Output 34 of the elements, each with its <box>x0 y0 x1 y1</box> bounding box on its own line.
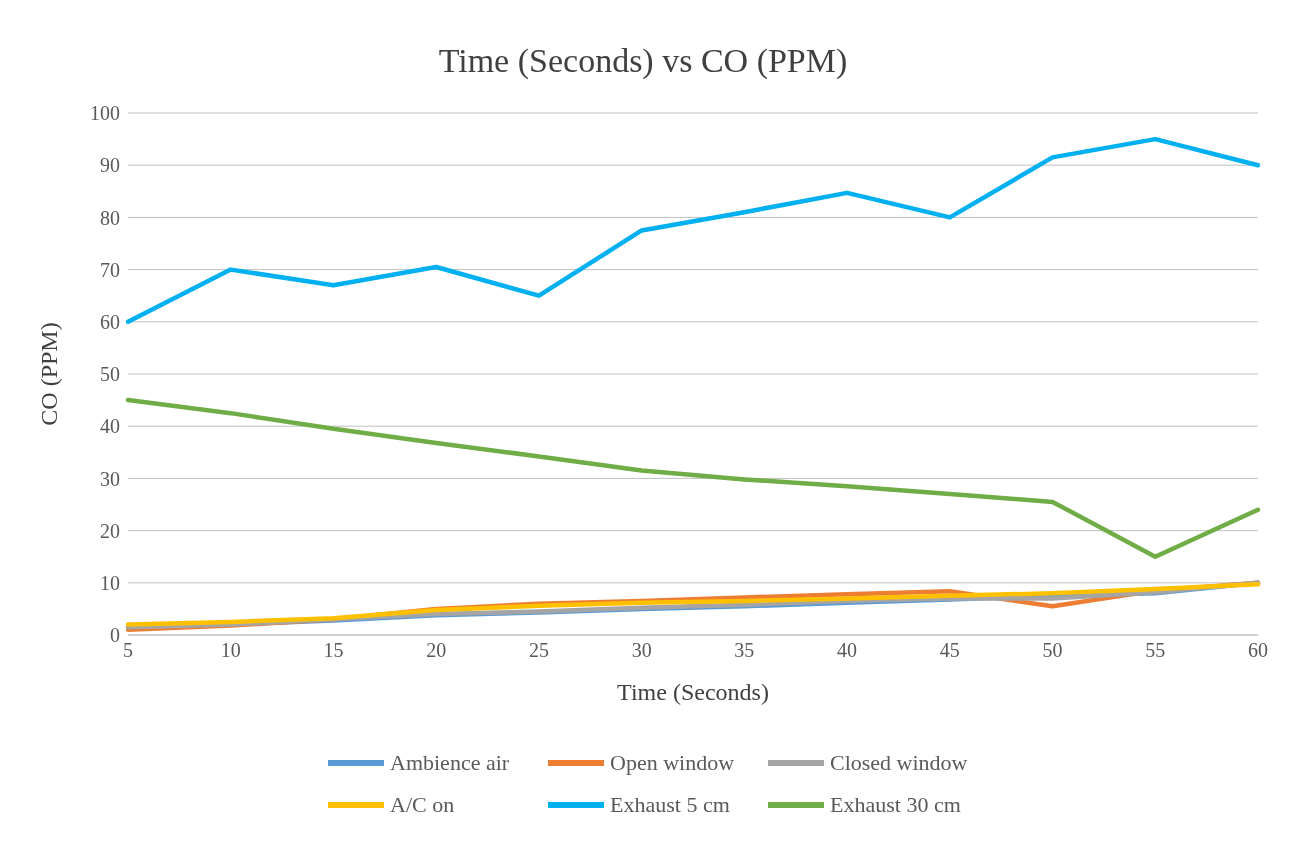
x-tick-label: 40 <box>837 639 858 662</box>
x-tick-label: 5 <box>123 639 133 662</box>
x-tick-label: 60 <box>1248 639 1268 662</box>
y-tick-label: 80 <box>100 206 120 229</box>
y-tick-label: 30 <box>100 467 120 490</box>
chart-title: Time (Seconds) vs CO (PPM) <box>437 41 849 81</box>
x-axis-title: Time (Seconds) <box>617 679 769 705</box>
x-tick-label: 50 <box>1042 639 1063 662</box>
legend-label: Ambience air <box>390 750 510 776</box>
x-tick-label: 30 <box>631 639 652 662</box>
y-tick-label: 60 <box>100 310 120 333</box>
legend-label: Exhaust 5 cm <box>610 792 730 818</box>
line-series <box>125 136 1261 325</box>
legend-label: Open window <box>610 750 735 776</box>
x-tick-label: 35 <box>734 639 755 662</box>
x-tick-label: 55 <box>1145 639 1166 662</box>
legend-label: Closed window <box>830 750 968 776</box>
y-tick-label: 0 <box>110 624 120 647</box>
y-tick-label: 10 <box>100 571 120 594</box>
y-tick-label: 100 <box>90 102 120 125</box>
x-tick-label: 25 <box>528 639 549 662</box>
y-tick-label: 70 <box>100 258 120 281</box>
legend-label: Exhaust 30 cm <box>830 792 961 818</box>
y-tick-label: 20 <box>100 519 120 542</box>
x-tick-label: 45 <box>939 639 960 662</box>
x-tick-label: 20 <box>426 639 447 662</box>
x-tick-label: 10 <box>220 639 241 662</box>
y-tick-label: 40 <box>100 415 120 438</box>
legend-label: A/C on <box>390 792 455 818</box>
line-series <box>125 397 1261 559</box>
y-tick-label: 50 <box>100 363 120 386</box>
y-tick-label: 90 <box>100 154 120 177</box>
y-axis-title: CO (PPM) <box>35 322 62 426</box>
x-tick-label: 15 <box>323 639 344 662</box>
